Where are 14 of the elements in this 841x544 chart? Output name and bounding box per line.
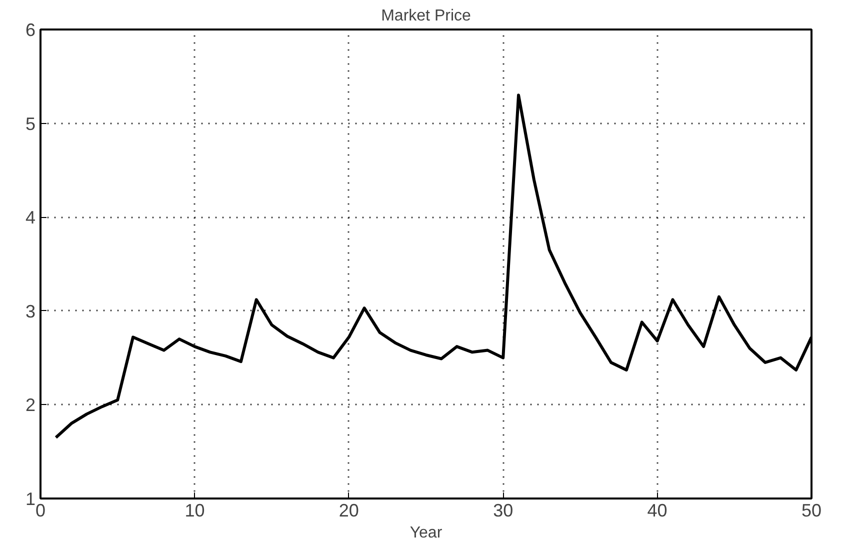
- x-tick-label: 20: [338, 500, 359, 520]
- x-tick-label: 10: [184, 500, 205, 520]
- y-tick-label: 5: [25, 114, 36, 134]
- x-tick-label: 30: [493, 500, 514, 520]
- y-tick-label: 6: [25, 20, 36, 40]
- y-tick-label: 4: [25, 208, 36, 228]
- x-axis-title: Year: [410, 524, 443, 542]
- x-tick-label: 50: [801, 500, 822, 520]
- y-tick-label: 2: [25, 395, 36, 416]
- x-tick-label: 40: [647, 500, 668, 520]
- x-tick-label: 0: [35, 500, 46, 520]
- chart-title: Market Price: [381, 8, 471, 24]
- y-tick-label: 3: [25, 301, 36, 322]
- y-tick-label: 1: [25, 489, 36, 509]
